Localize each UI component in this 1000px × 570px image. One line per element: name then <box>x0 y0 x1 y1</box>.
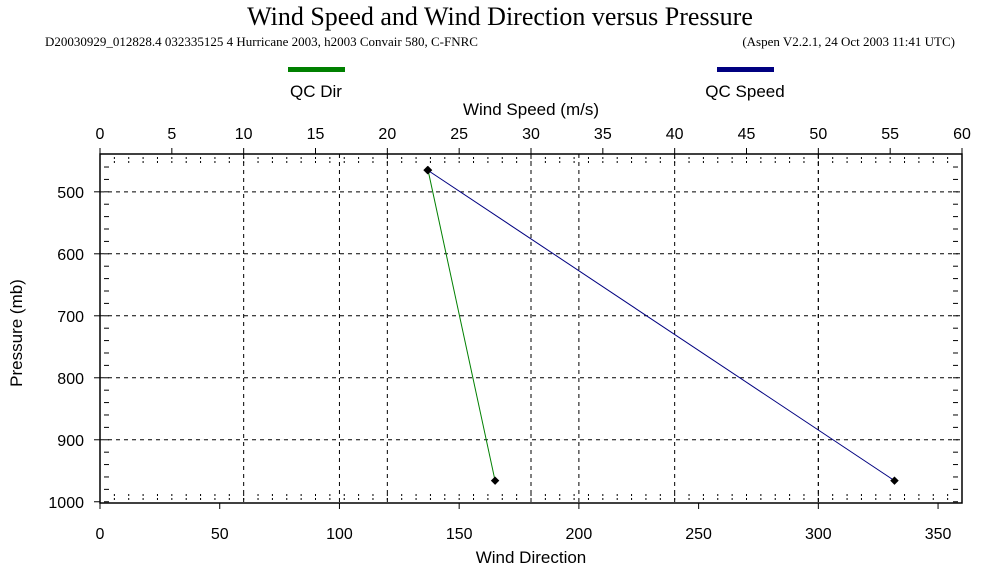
top-tick-label: 0 <box>96 126 105 143</box>
y-tick-label: 1000 <box>48 495 84 512</box>
bottom-tick-label: 0 <box>96 526 105 543</box>
bottom-tick-label: 250 <box>685 526 712 543</box>
data-point-qc-dir <box>490 476 500 485</box>
top-tick-label: 35 <box>594 126 612 143</box>
chart-title: Wind Speed and Wind Direction versus Pre… <box>247 2 753 31</box>
legend-swatch-qc-dir <box>288 67 345 72</box>
bottom-x-axis-label: Wind Direction <box>476 548 587 567</box>
bottom-tick-label: 350 <box>925 526 952 543</box>
top-tick-label: 45 <box>738 126 756 143</box>
series-line-qc-dir <box>427 170 496 481</box>
legend-swatch-qc-speed <box>717 67 774 72</box>
chart-subtitle-right: (Aspen V2.2.1, 24 Oct 2003 11:41 UTC) <box>742 34 955 49</box>
y-tick-label: 500 <box>57 185 84 202</box>
top-tick-label: 20 <box>378 126 396 143</box>
top-tick-label: 55 <box>881 126 899 143</box>
top-tick-label: 40 <box>666 126 684 143</box>
top-tick-label: 50 <box>809 126 827 143</box>
bottom-tick-label: 200 <box>566 526 593 543</box>
legend-label-qc-dir: QC Dir <box>290 82 342 101</box>
top-tick-label: 60 <box>953 126 971 143</box>
chart-subtitle-left: D20030929_012828.4 032335125 4 Hurricane… <box>45 34 478 49</box>
legend-label-qc-speed: QC Speed <box>705 82 784 101</box>
series-line-qc-speed <box>427 169 895 482</box>
plot-area-border <box>99 153 963 504</box>
bottom-tick-label: 150 <box>446 526 473 543</box>
top-x-axis-label: Wind Speed (m/s) <box>463 100 599 119</box>
bottom-tick-label: 300 <box>805 526 832 543</box>
top-tick-label: 5 <box>167 126 176 143</box>
top-tick-label: 30 <box>522 126 540 143</box>
top-tick-label: 15 <box>307 126 325 143</box>
y-axis-label: Pressure (mb) <box>7 279 26 387</box>
bottom-tick-label: 50 <box>211 526 229 543</box>
y-tick-label: 700 <box>57 309 84 326</box>
top-tick-label: 10 <box>235 126 253 143</box>
data-point-qc-speed <box>423 165 432 175</box>
top-tick-label: 25 <box>450 126 468 143</box>
data-point-qc-speed <box>890 476 899 485</box>
bottom-tick-label: 100 <box>326 526 353 543</box>
y-tick-label: 900 <box>57 433 84 450</box>
y-tick-label: 600 <box>57 247 84 264</box>
y-tick-label: 800 <box>57 371 84 388</box>
